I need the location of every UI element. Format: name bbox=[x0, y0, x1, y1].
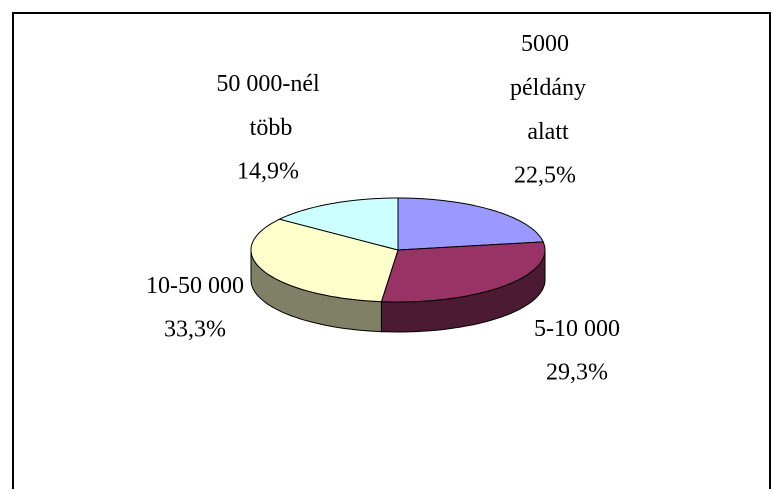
category-label: 5-10 000 bbox=[534, 316, 620, 342]
label-line: 10-50 000 bbox=[146, 273, 244, 299]
pie-slice bbox=[278, 197, 399, 251]
value-label: 14,9% bbox=[237, 159, 299, 185]
pie-slice bbox=[397, 197, 544, 251]
label-line: alatt bbox=[521, 119, 569, 145]
label-line: példány bbox=[504, 75, 586, 101]
category-label: 5000 példány alatt bbox=[504, 31, 586, 145]
category-label: 50 000-nél több bbox=[216, 71, 320, 141]
category-label: 10-50 000 bbox=[146, 273, 244, 299]
label-line: 5-10 000 bbox=[534, 316, 620, 342]
pie-slice bbox=[380, 241, 546, 303]
value-label: 29,3% bbox=[546, 360, 608, 386]
value-label: 33,3% bbox=[164, 317, 226, 343]
pie-slice bbox=[250, 218, 399, 303]
label-line: több bbox=[244, 115, 293, 141]
value-label: 22,5% bbox=[514, 163, 576, 189]
label-line: 5000 bbox=[521, 31, 569, 57]
label-line: 50 000-nél bbox=[216, 71, 320, 97]
